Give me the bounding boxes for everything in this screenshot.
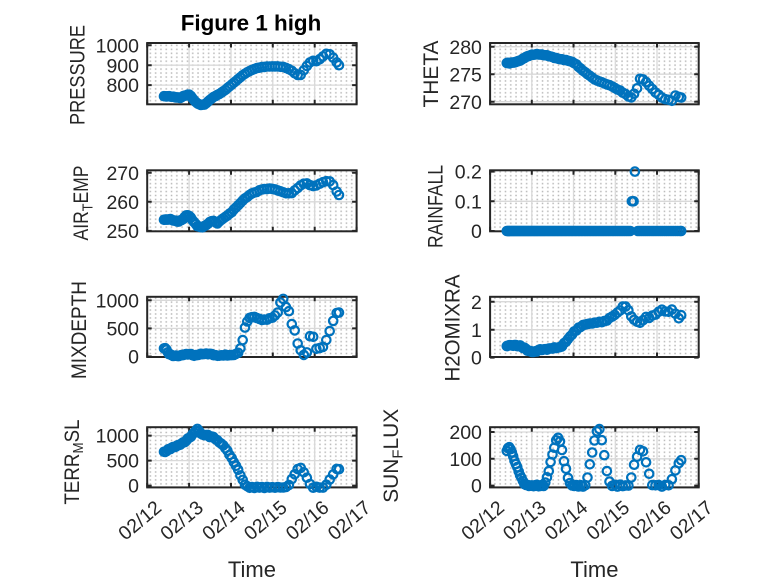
svg-text:1: 1: [471, 320, 482, 342]
svg-text:H2OMIXRA: H2OMIXRA: [442, 275, 465, 382]
svg-text:100: 100: [449, 449, 482, 471]
svg-text:280: 280: [449, 37, 482, 59]
svg-text:PRESSURE: PRESSURE: [66, 25, 89, 125]
svg-text:THETA: THETA: [420, 41, 443, 108]
svg-text:MIXDEPTH: MIXDEPTH: [68, 281, 91, 379]
svg-text:0: 0: [128, 347, 139, 369]
svg-text:0: 0: [128, 476, 139, 498]
svg-text:250: 250: [106, 221, 139, 243]
svg-text:0: 0: [471, 221, 482, 243]
svg-text:Time: Time: [570, 557, 618, 582]
svg-text:270: 270: [106, 163, 139, 185]
svg-text:2: 2: [471, 292, 482, 314]
svg-text:275: 275: [449, 64, 482, 86]
svg-text:0.1: 0.1: [455, 191, 482, 213]
svg-text:260: 260: [106, 192, 139, 214]
svg-text:AIRTEMP: AIRTEMP: [70, 166, 96, 241]
svg-text:SUNFLUX: SUNFLUX: [380, 409, 406, 503]
svg-text:Time: Time: [228, 557, 276, 582]
svg-text:200: 200: [449, 422, 482, 444]
svg-text:900: 900: [106, 55, 139, 77]
svg-text:1000: 1000: [96, 426, 140, 448]
svg-text:500: 500: [106, 319, 139, 341]
svg-text:Figure 1 high: Figure 1 high: [181, 11, 322, 36]
svg-text:0: 0: [471, 476, 482, 498]
svg-text:1000: 1000: [96, 35, 140, 57]
svg-text:0: 0: [471, 348, 482, 370]
svg-text:270: 270: [449, 92, 482, 114]
svg-text:800: 800: [106, 75, 139, 97]
svg-text:RAINFALL: RAINFALL: [425, 165, 448, 248]
svg-text:0.2: 0.2: [455, 162, 482, 184]
svg-text:1000: 1000: [96, 290, 140, 312]
svg-text:TERRMSL: TERRMSL: [61, 420, 87, 505]
svg-text:500: 500: [106, 451, 139, 473]
